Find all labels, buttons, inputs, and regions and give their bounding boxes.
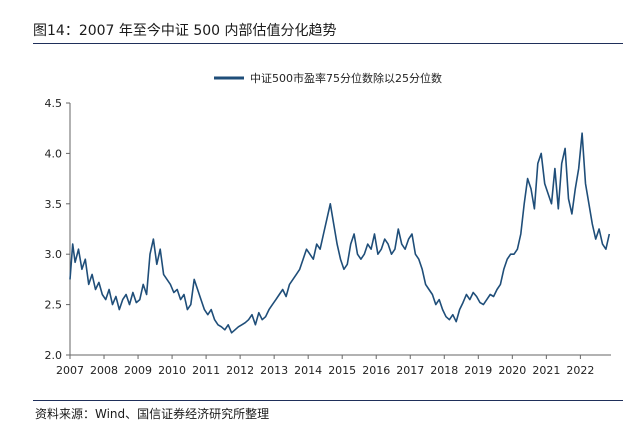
x-tick-label: 2022 <box>566 364 594 377</box>
y-tick-label: 4.5 <box>45 97 63 110</box>
y-ticks: 2.0 2.5 3.0 3.5 4.0 4.5 <box>45 97 70 362</box>
x-tick-label: 2015 <box>328 364 356 377</box>
legend-label: 中证500市盈率75分位数除以25分位数 <box>250 71 442 85</box>
x-tick-label: 2007 <box>56 364 84 377</box>
x-tick-label: 2012 <box>226 364 254 377</box>
x-tick-label: 2013 <box>260 364 288 377</box>
x-tick-label: 2010 <box>158 364 186 377</box>
title-divider <box>33 43 623 44</box>
figure-title: 图14：2007 年至今中证 500 内部估值分化趋势 <box>33 23 337 39</box>
x-tick-label: 2009 <box>124 364 152 377</box>
y-tick-label: 4.0 <box>45 147 63 160</box>
y-tick-label: 3.0 <box>45 248 63 261</box>
figure-source: 资料来源：Wind、国信证券经济研究所整理 <box>35 407 270 421</box>
chart: 中证500市盈率75分位数除以25分位数 2.02.53.03.54.04.5 … <box>45 71 611 377</box>
x-ticks: 2007 2008 2009 2010 2011 2012 2013 2014 2015 2016… <box>56 355 594 377</box>
x-tick-label: 2020 <box>498 364 526 377</box>
y-tick-label: 2.5 <box>45 299 63 312</box>
series-line-pe-ratio <box>69 132 611 334</box>
x-tick-label: 2016 <box>362 364 390 377</box>
y-tick-label: 3.5 <box>45 198 63 211</box>
x-tick-label: 2008 <box>90 364 118 377</box>
legend: 中证500市盈率75分位数除以25分位数 <box>214 71 442 85</box>
x-tick-label: 2017 <box>396 364 424 377</box>
source-divider <box>33 400 623 401</box>
x-tick-label: 2014 <box>294 364 322 377</box>
x-tick-label: 2019 <box>464 364 492 377</box>
x-tick-label: 2018 <box>430 364 458 377</box>
y-tick-label: 2.0 <box>45 349 63 362</box>
x-tick-label: 2011 <box>192 364 220 377</box>
x-tick-label: 2021 <box>532 364 560 377</box>
